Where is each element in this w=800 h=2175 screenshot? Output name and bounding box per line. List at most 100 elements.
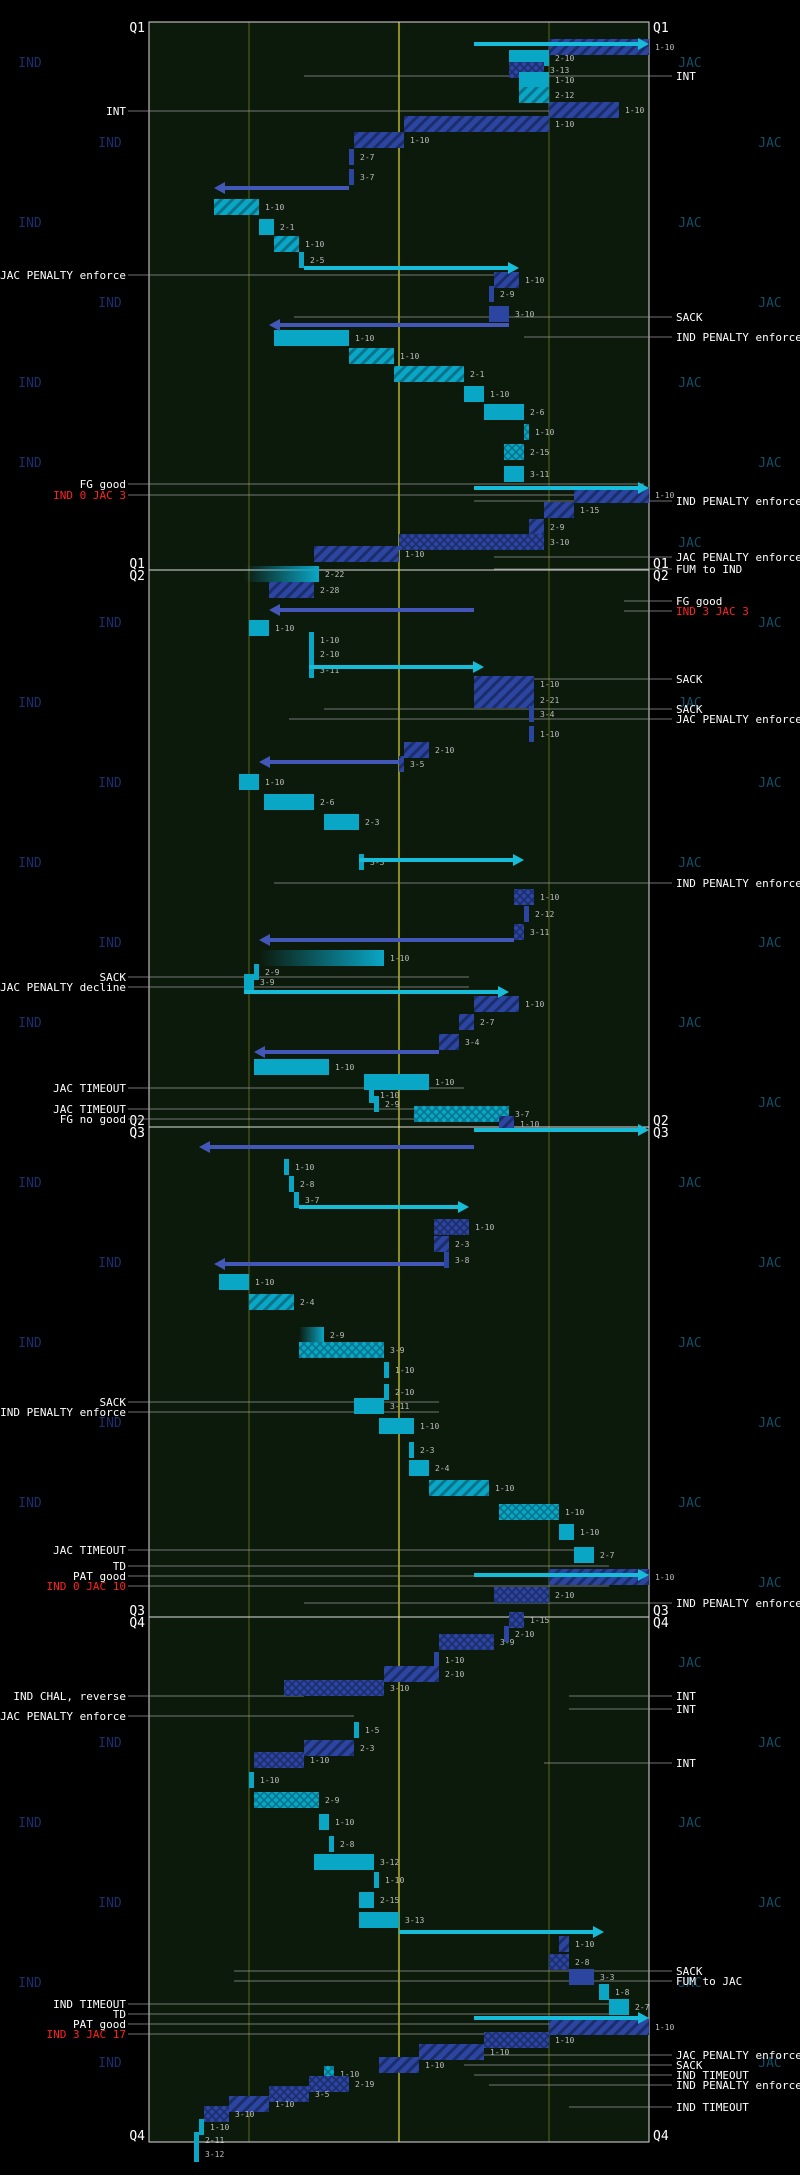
- kick-arrow-head: [269, 319, 280, 331]
- play-down-label: 2-15: [380, 1896, 399, 1905]
- play-bar: [504, 444, 524, 460]
- play-bar: [299, 1327, 324, 1343]
- watermark-layer: IND IND IND IND IND IND IND IND IND IND IND IND IND I…: [18, 56, 781, 2071]
- play-down-label: 3-11: [390, 1402, 409, 1411]
- team-watermark: IND: [18, 856, 42, 871]
- kick-arrow-head: [638, 2012, 649, 2024]
- play-bar: [349, 348, 394, 364]
- play-bar: [294, 1192, 299, 1208]
- team-watermark: IND: [18, 1336, 42, 1351]
- team-watermark: IND: [18, 376, 42, 391]
- team-watermark: JAC: [678, 216, 701, 231]
- team-watermark: IND: [18, 216, 42, 231]
- play-down-label: 1-10: [565, 1508, 584, 1517]
- quarter-label: Q4: [129, 2129, 145, 2144]
- annotation-label: FUM to IND: [676, 563, 742, 576]
- play-down-label: 1-10: [540, 730, 559, 739]
- play-down-label: 1-10: [265, 778, 284, 787]
- kick-arrow-head: [259, 756, 270, 768]
- play-down-label: 1-10: [400, 352, 419, 361]
- quarter-label: Q1: [653, 557, 669, 572]
- play-bar: [269, 2086, 309, 2102]
- play-down-label: 1-10: [210, 2123, 229, 2132]
- play-down-label: 2-8: [300, 1180, 315, 1189]
- quarter-border: [148, 1616, 650, 2143]
- play-bar: [574, 1547, 594, 1563]
- annotation-label: PAT good: [73, 1570, 126, 1583]
- play-bar: [349, 149, 354, 165]
- annotation-label: SACK: [100, 971, 127, 984]
- play-bar: [559, 1936, 569, 1952]
- annotation-label: IND TIMEOUT: [676, 2069, 749, 2082]
- play-down-label: 1-10: [520, 1120, 539, 1129]
- kick-arrow-head: [254, 1046, 265, 1058]
- play-bar: [324, 2066, 334, 2082]
- annotation-label: SACK: [676, 2059, 703, 2072]
- play-bar: [514, 889, 534, 905]
- play-bar: [259, 219, 274, 235]
- play-bar: [274, 236, 299, 252]
- play-bar: [314, 1854, 374, 1870]
- play-bar: [549, 1954, 569, 1970]
- play-down-label: 3-10: [235, 2110, 254, 2119]
- annotation-label: IND PENALTY enforce: [0, 1406, 126, 1419]
- play-down-label: 1-10: [490, 2048, 509, 2057]
- play-down-label: 2-15: [530, 448, 549, 457]
- play-bar: [239, 774, 259, 790]
- team-watermark: IND: [18, 56, 42, 71]
- play-down-label: 2-8: [340, 1840, 355, 1849]
- play-down-label: 2-4: [300, 1298, 315, 1307]
- team-watermark: JAC: [758, 1256, 781, 1271]
- play-down-label: 2-12: [555, 91, 574, 100]
- team-watermark: JAC: [758, 1576, 781, 1591]
- play-bar: [254, 1792, 319, 1808]
- play-down-label: 1-10: [435, 1078, 454, 1087]
- team-watermark: IND: [98, 136, 122, 151]
- play-down-label: 1-10: [655, 2023, 674, 2032]
- play-bar: [489, 286, 494, 302]
- play-bar: [249, 620, 269, 636]
- play-down-label: 3-7: [360, 173, 375, 182]
- kick-arrow-head: [473, 661, 484, 673]
- team-watermark: JAC: [758, 296, 781, 311]
- kick-arrow-head: [638, 482, 649, 494]
- play-down-label: 2-10: [445, 1670, 464, 1679]
- play-bar: [219, 1274, 249, 1290]
- play-bar: [324, 814, 359, 830]
- team-watermark: IND: [18, 1176, 42, 1191]
- team-watermark: IND: [98, 1256, 122, 1271]
- play-bar: [309, 662, 314, 678]
- play-down-label: 3-12: [205, 2150, 224, 2159]
- play-down-label: 1-10: [575, 1940, 594, 1949]
- play-down-label: 1-10: [655, 43, 674, 52]
- play-bar: [474, 692, 534, 708]
- play-down-label: 2-12: [535, 910, 554, 919]
- play-bar: [514, 924, 524, 940]
- play-down-label: 3-7: [515, 1110, 530, 1119]
- play-down-label: 2-7: [635, 2003, 650, 2012]
- play-down-label: 1-10: [410, 136, 429, 145]
- play-bar: [229, 2096, 269, 2112]
- play-bar: [434, 1652, 439, 1668]
- team-watermark: IND: [18, 1976, 42, 1991]
- play-bar: [509, 1612, 524, 1628]
- play-bar: [399, 756, 404, 772]
- play-bar: [394, 366, 464, 382]
- play-down-label: 1-10: [310, 1756, 329, 1765]
- play-down-label: 1-10: [275, 624, 294, 633]
- play-down-label: 1-10: [320, 636, 339, 645]
- annotation-label: IND PENALTY enforce: [676, 877, 800, 890]
- play-bar: [569, 1969, 594, 1985]
- play-down-label: 2-19: [355, 2080, 374, 2089]
- annotation-label: FUM to JAC: [676, 1975, 742, 1988]
- play-bar: [269, 582, 314, 598]
- play-down-label: 2-10: [435, 746, 454, 755]
- annotation-label: IND 0 JAC 3: [53, 489, 126, 502]
- play-down-label: 2-10: [395, 1388, 414, 1397]
- play-bar: [459, 1014, 474, 1030]
- team-watermark: JAC: [758, 1416, 781, 1431]
- play-down-label: 2-9: [265, 968, 280, 977]
- team-watermark: JAC: [758, 136, 781, 151]
- play-down-label: 2-11: [205, 2136, 224, 2145]
